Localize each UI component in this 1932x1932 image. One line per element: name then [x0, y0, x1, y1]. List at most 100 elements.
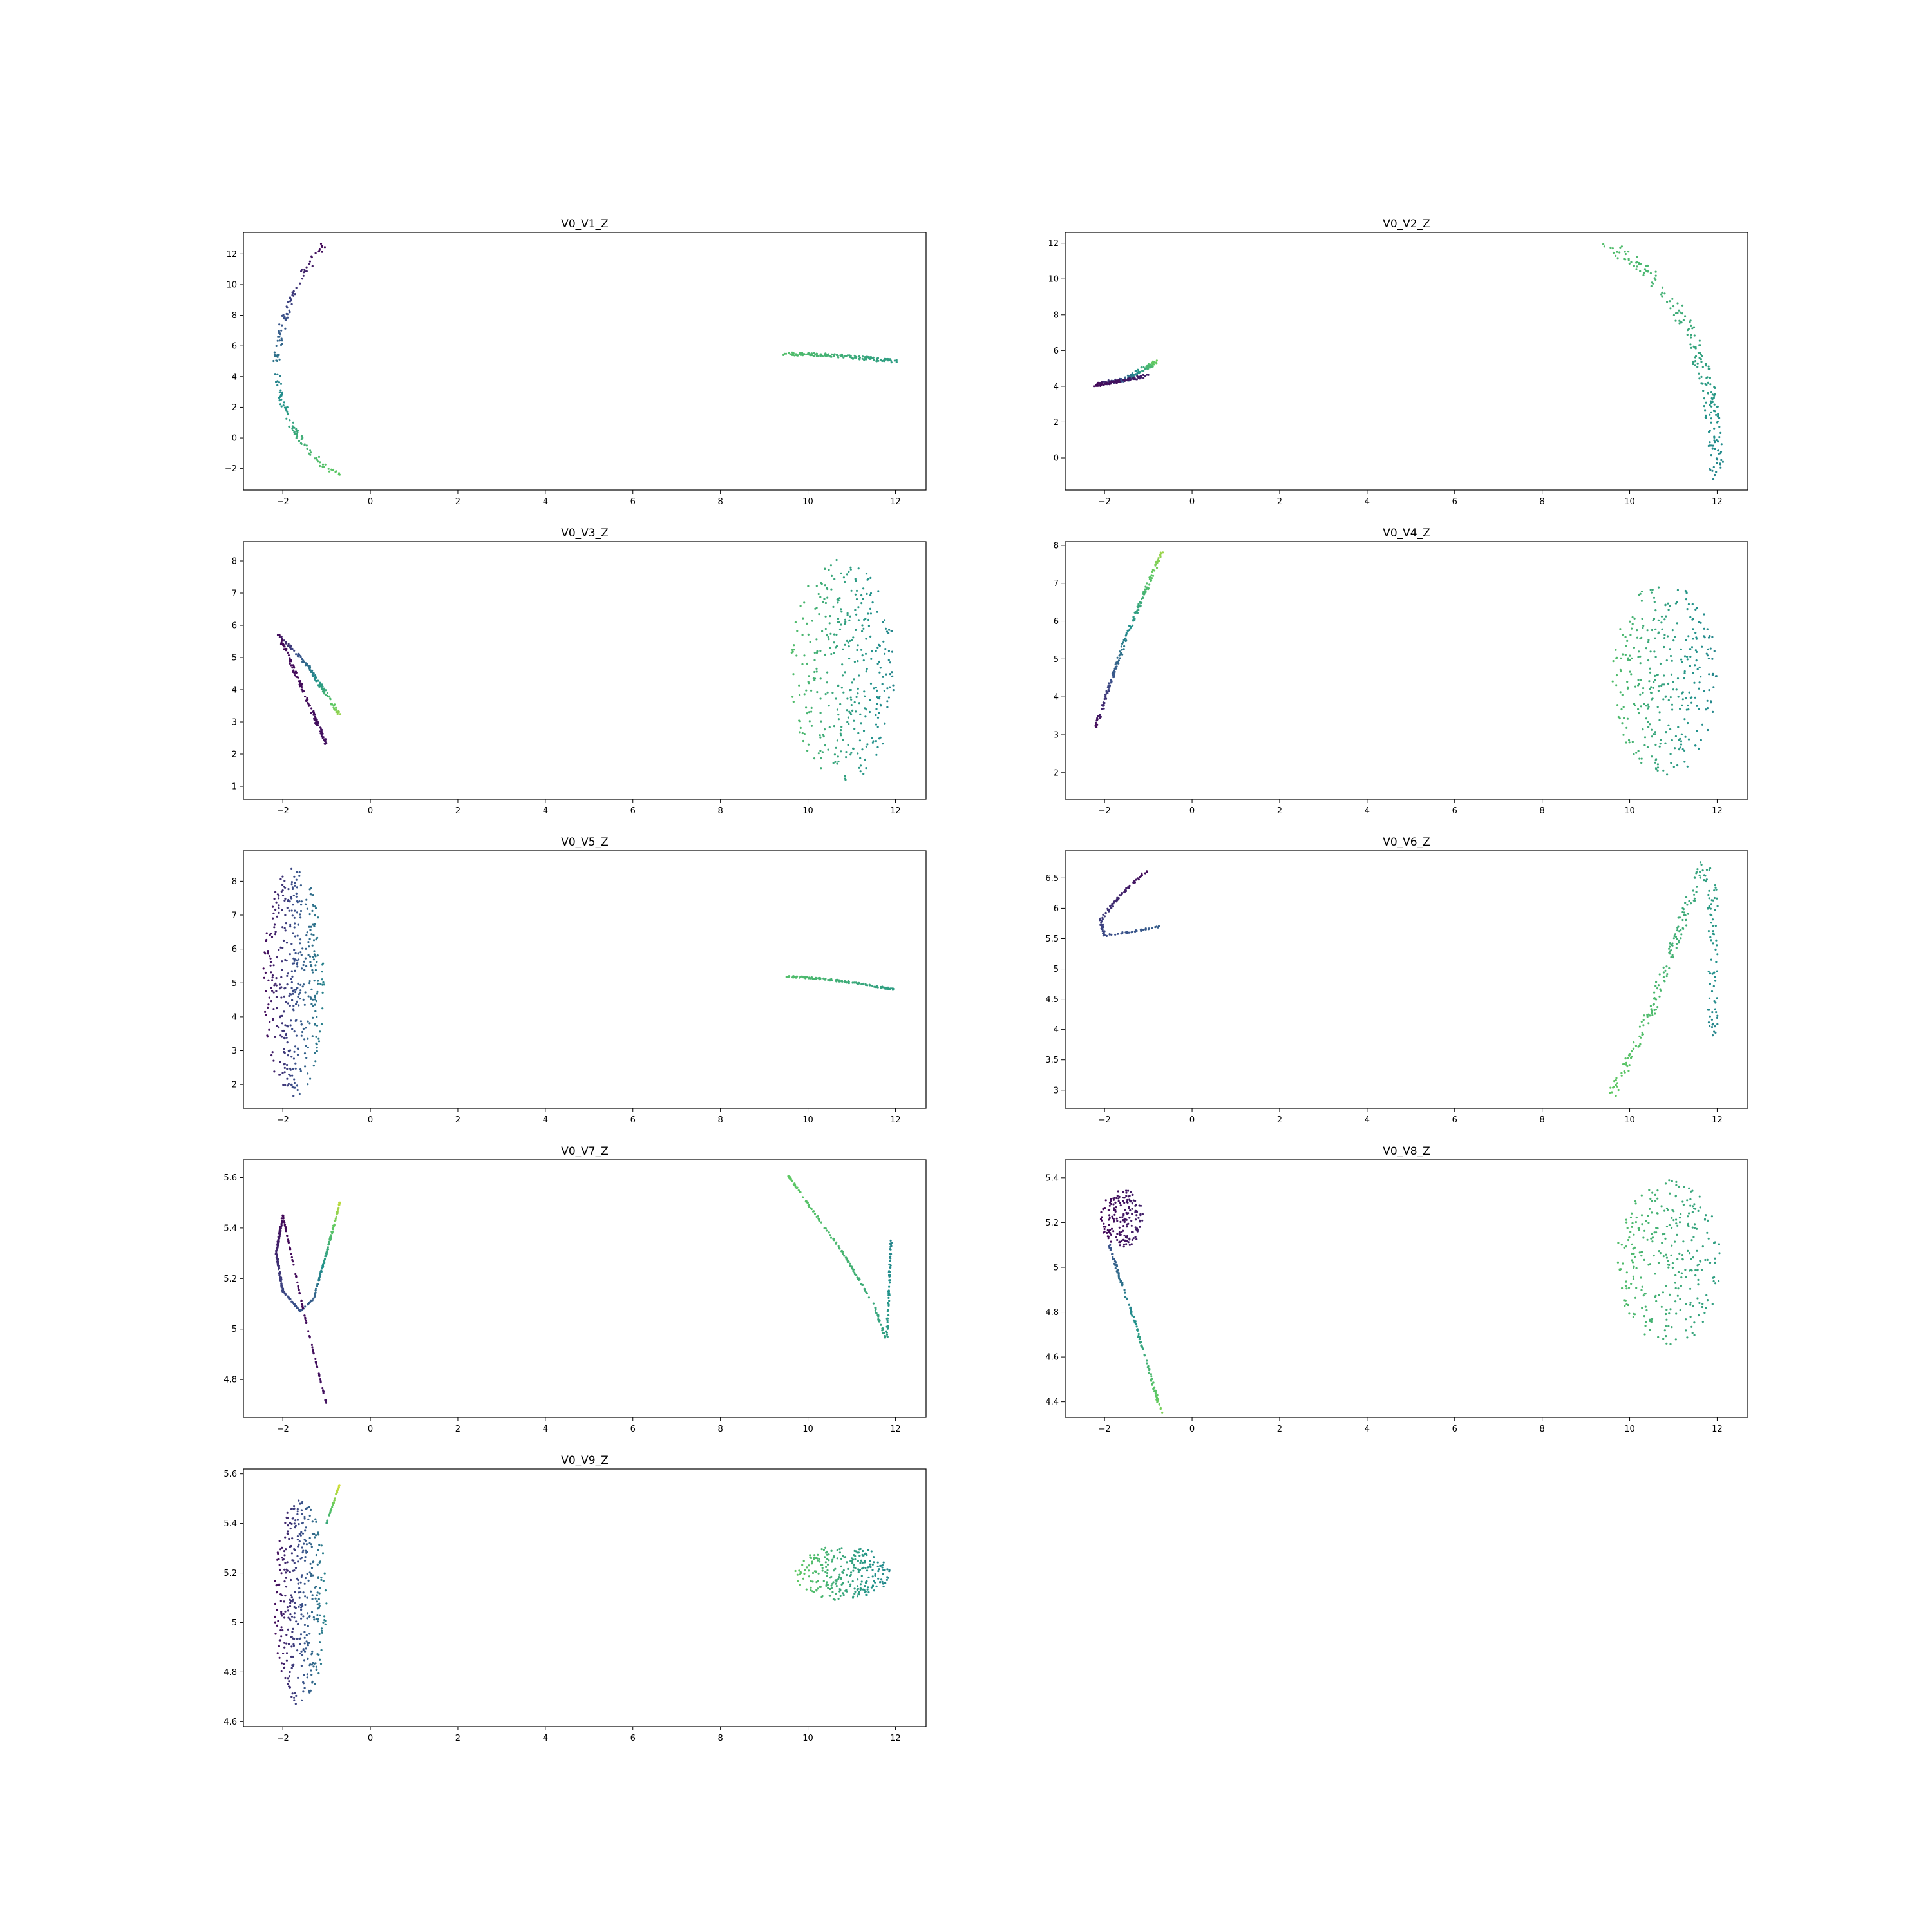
data-point — [299, 989, 302, 992]
data-point — [876, 703, 878, 705]
data-point — [267, 1006, 269, 1009]
data-point — [847, 1567, 849, 1570]
data-point — [311, 265, 314, 267]
data-point — [1710, 421, 1712, 424]
data-point — [827, 748, 829, 751]
data-point — [311, 674, 314, 676]
data-point — [1709, 413, 1711, 416]
data-point — [1622, 1262, 1624, 1265]
data-point — [857, 1568, 860, 1571]
series-2 — [1609, 861, 1719, 1097]
data-point — [1641, 1307, 1643, 1309]
data-point — [303, 1559, 307, 1562]
data-point — [799, 1584, 801, 1586]
data-point — [1647, 703, 1649, 706]
y-tick-label: 10 — [226, 280, 237, 290]
data-point — [1138, 1204, 1141, 1207]
data-point — [333, 1499, 336, 1502]
data-point — [1711, 1011, 1714, 1014]
data-point — [1671, 1209, 1674, 1211]
data-point — [1685, 924, 1688, 927]
data-point — [1631, 1056, 1633, 1058]
data-point — [1705, 880, 1707, 883]
data-point — [833, 652, 835, 654]
data-point — [782, 354, 785, 357]
data-point — [278, 949, 280, 951]
data-point — [271, 989, 274, 992]
data-point — [301, 661, 304, 663]
data-point — [835, 746, 837, 749]
data-point — [316, 992, 318, 995]
data-point — [298, 681, 301, 684]
x-tick-label: 10 — [802, 806, 813, 816]
data-point — [283, 1554, 286, 1557]
data-point — [1682, 1240, 1685, 1243]
data-point — [1685, 896, 1688, 898]
data-point — [1602, 243, 1605, 245]
data-point — [802, 1577, 804, 1580]
data-point — [1694, 899, 1696, 902]
data-point — [1157, 557, 1160, 560]
data-point — [276, 359, 278, 363]
data-point — [301, 278, 304, 280]
data-point — [309, 996, 312, 999]
data-point — [301, 1303, 303, 1305]
data-point — [296, 655, 299, 658]
y-tick-label: 4.4 — [1045, 1397, 1059, 1407]
y-tick-label: 2 — [232, 1081, 237, 1090]
data-point — [302, 1615, 305, 1618]
data-point — [276, 384, 279, 387]
data-point — [1673, 747, 1676, 750]
data-point — [1667, 1264, 1669, 1266]
data-point — [809, 641, 811, 643]
data-point — [859, 1562, 862, 1564]
data-point — [857, 567, 860, 570]
data-point — [1675, 1180, 1678, 1183]
data-point — [1628, 1054, 1631, 1057]
data-point — [1620, 1072, 1623, 1074]
data-point — [1654, 1296, 1656, 1298]
data-point — [1665, 965, 1668, 968]
data-point — [310, 670, 313, 674]
scatter-points — [276, 558, 895, 781]
data-point — [1716, 905, 1719, 907]
data-point — [866, 1569, 869, 1572]
data-point — [289, 953, 291, 956]
data-point — [310, 1653, 313, 1655]
data-point — [849, 1585, 851, 1587]
data-point — [1110, 1233, 1112, 1236]
data-point — [293, 1505, 296, 1508]
data-point — [1645, 647, 1647, 650]
data-point — [264, 1010, 267, 1013]
data-point — [1689, 319, 1692, 322]
data-point — [291, 1600, 294, 1603]
data-point — [1714, 980, 1717, 982]
data-point — [281, 1214, 284, 1217]
data-point — [1144, 872, 1146, 875]
data-point — [818, 977, 820, 980]
data-point — [290, 1552, 293, 1555]
data-point — [854, 593, 857, 596]
data-point — [1698, 687, 1700, 690]
x-tick-label: 0 — [1189, 806, 1195, 816]
data-point — [1639, 270, 1642, 272]
data-point — [1654, 637, 1656, 639]
data-point — [280, 1611, 283, 1613]
data-point — [299, 683, 302, 686]
data-point — [1705, 878, 1708, 881]
data-point — [299, 938, 302, 941]
data-point — [1113, 674, 1115, 676]
data-point — [884, 1335, 887, 1338]
data-point — [294, 1692, 296, 1694]
data-point — [1646, 1238, 1649, 1241]
data-point — [1143, 1354, 1146, 1356]
data-point — [876, 696, 878, 699]
data-point — [1640, 590, 1643, 593]
data-point — [328, 1512, 331, 1515]
data-point — [316, 457, 318, 459]
data-point — [272, 912, 275, 914]
data-point — [290, 909, 293, 912]
data-point — [1681, 661, 1683, 663]
data-point — [297, 676, 299, 679]
data-point — [849, 753, 852, 756]
